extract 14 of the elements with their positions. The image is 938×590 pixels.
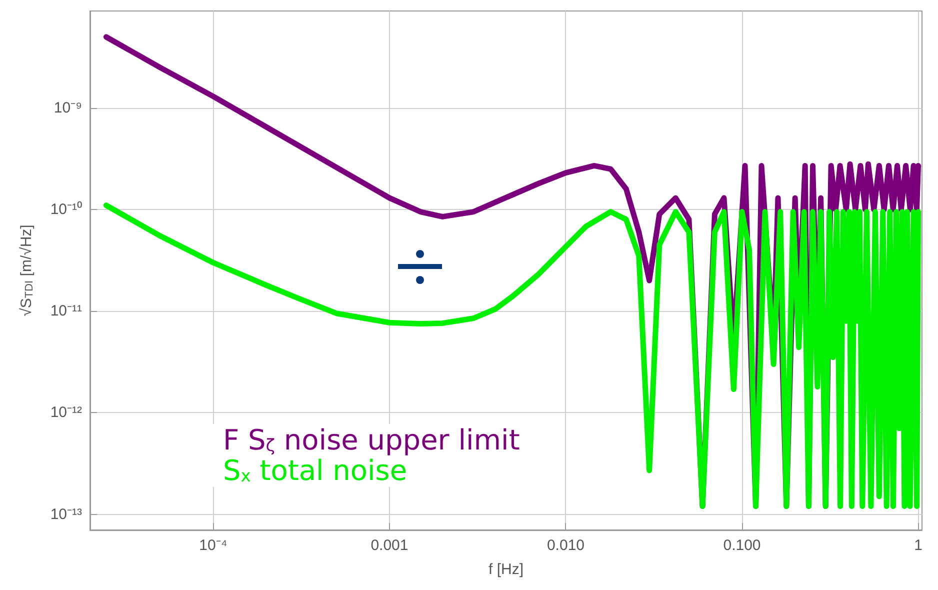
y-tick-label: 10⁻¹³	[50, 506, 82, 523]
y-tick-label: 10⁻¹⁰	[50, 201, 82, 218]
x-tick-label: 10⁻⁴	[199, 537, 228, 554]
x-tick-label: 0.010	[546, 537, 585, 554]
y-tick-label: 10⁻¹¹	[50, 302, 82, 320]
y-tick-label: 10⁻¹²	[50, 404, 82, 422]
x-tick-label: 0.100	[723, 537, 761, 554]
y-tick-label: 10⁻⁹	[54, 99, 82, 116]
x-tick-label: 0.001	[370, 537, 408, 554]
y-axis-title: √STDI [m/√Hz]	[18, 224, 36, 316]
x-tick-label: 1	[914, 537, 922, 554]
text: Sx total noise	[223, 454, 408, 487]
x-axis-title: f [Hz]	[488, 561, 524, 578]
text: F Sζ noise upper limit	[223, 424, 520, 456]
